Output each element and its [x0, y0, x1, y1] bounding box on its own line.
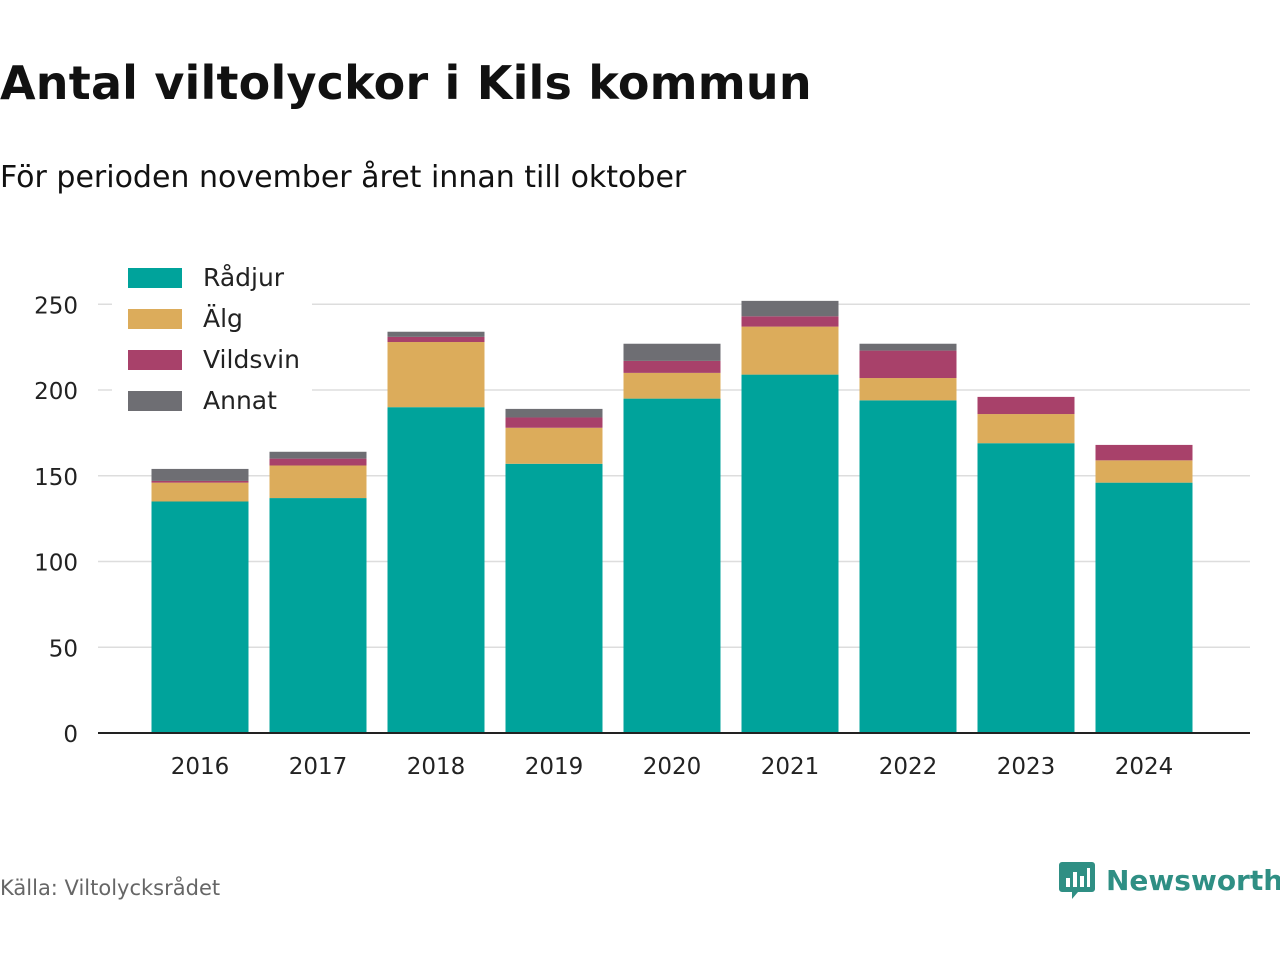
bar-2019-0 [505, 463, 603, 733]
bar-2021-3 [741, 300, 839, 317]
chart-title: Antal viltolyckor i Kils kommun [0, 56, 812, 110]
bar-2016-2 [151, 480, 249, 483]
brand-logo: Newsworthy [1058, 860, 1280, 900]
x-tick-label: 2018 [407, 754, 466, 780]
y-tick-label: 0 [63, 722, 78, 748]
legend-swatch [128, 268, 182, 288]
x-tick-label: 2017 [289, 754, 348, 780]
y-tick-label: 100 [34, 551, 78, 577]
bar-2016-1 [151, 482, 249, 502]
axes: 0 50 100 150 200 250 2016 2017 2018 2019 2020 2021 2… [34, 293, 1250, 780]
bar-2017-3 [269, 451, 367, 459]
bar-2017-1 [269, 465, 367, 499]
bar-2023-2 [977, 396, 1075, 415]
source-note: Källa: Viltolycksrådet [0, 876, 221, 900]
bar-2017-0 [269, 498, 367, 733]
newsworthy-logo-icon [1059, 862, 1095, 899]
chart-subtitle: För perioden november året innan till ok… [0, 160, 687, 195]
y-tick-label: 200 [34, 379, 78, 405]
bar-2020-1 [623, 372, 721, 399]
bar-2018-2 [387, 336, 485, 343]
bar-2022-1 [859, 378, 957, 401]
legend-swatch [128, 350, 182, 370]
bar-2018-3 [387, 331, 485, 337]
x-tick-label: 2023 [997, 754, 1056, 780]
bar-2021-1 [741, 326, 839, 375]
bars [151, 300, 1193, 733]
bar-2024-0 [1095, 482, 1193, 733]
legend-swatch [128, 309, 182, 329]
brand-name: Newsworthy [1106, 863, 1280, 897]
bar-2021-0 [741, 374, 839, 733]
bar-2020-0 [623, 398, 721, 733]
bar-2016-3 [151, 468, 249, 481]
y-tick-label: 50 [49, 636, 78, 662]
bar-2018-0 [387, 407, 485, 733]
x-tick-label: 2016 [171, 754, 230, 780]
bar-2017-2 [269, 458, 367, 466]
bar-2019-3 [505, 408, 603, 418]
bar-2023-0 [977, 443, 1075, 733]
bar-2018-1 [387, 342, 485, 408]
bar-2020-3 [623, 343, 721, 361]
bar-2019-1 [505, 427, 603, 464]
legend-label: Älg [203, 304, 243, 333]
bar-2022-2 [859, 350, 957, 379]
y-tick-label: 150 [34, 465, 78, 491]
legend-swatch [128, 391, 182, 411]
bar-2024-1 [1095, 460, 1193, 483]
x-tick-label: 2024 [1115, 754, 1174, 780]
bar-2023-1 [977, 414, 1075, 444]
legend-label: Annat [203, 386, 277, 415]
x-tick-label: 2021 [761, 754, 820, 780]
bar-2024-2 [1095, 444, 1193, 461]
y-tick-label: 250 [34, 293, 78, 319]
bar-2022-3 [859, 343, 957, 351]
legend-label: Rådjur [203, 263, 285, 292]
x-tick-label: 2020 [643, 754, 702, 780]
legend: Rådjur Älg Vildsvin Annat [112, 258, 312, 428]
bar-2021-2 [741, 316, 839, 327]
bar-2020-2 [623, 360, 721, 373]
x-tick-label: 2019 [525, 754, 584, 780]
bar-2022-0 [859, 400, 957, 733]
legend-label: Vildsvin [203, 345, 300, 374]
x-tick-label: 2022 [879, 754, 938, 780]
bar-2016-0 [151, 501, 249, 733]
bar-2019-2 [505, 417, 603, 428]
